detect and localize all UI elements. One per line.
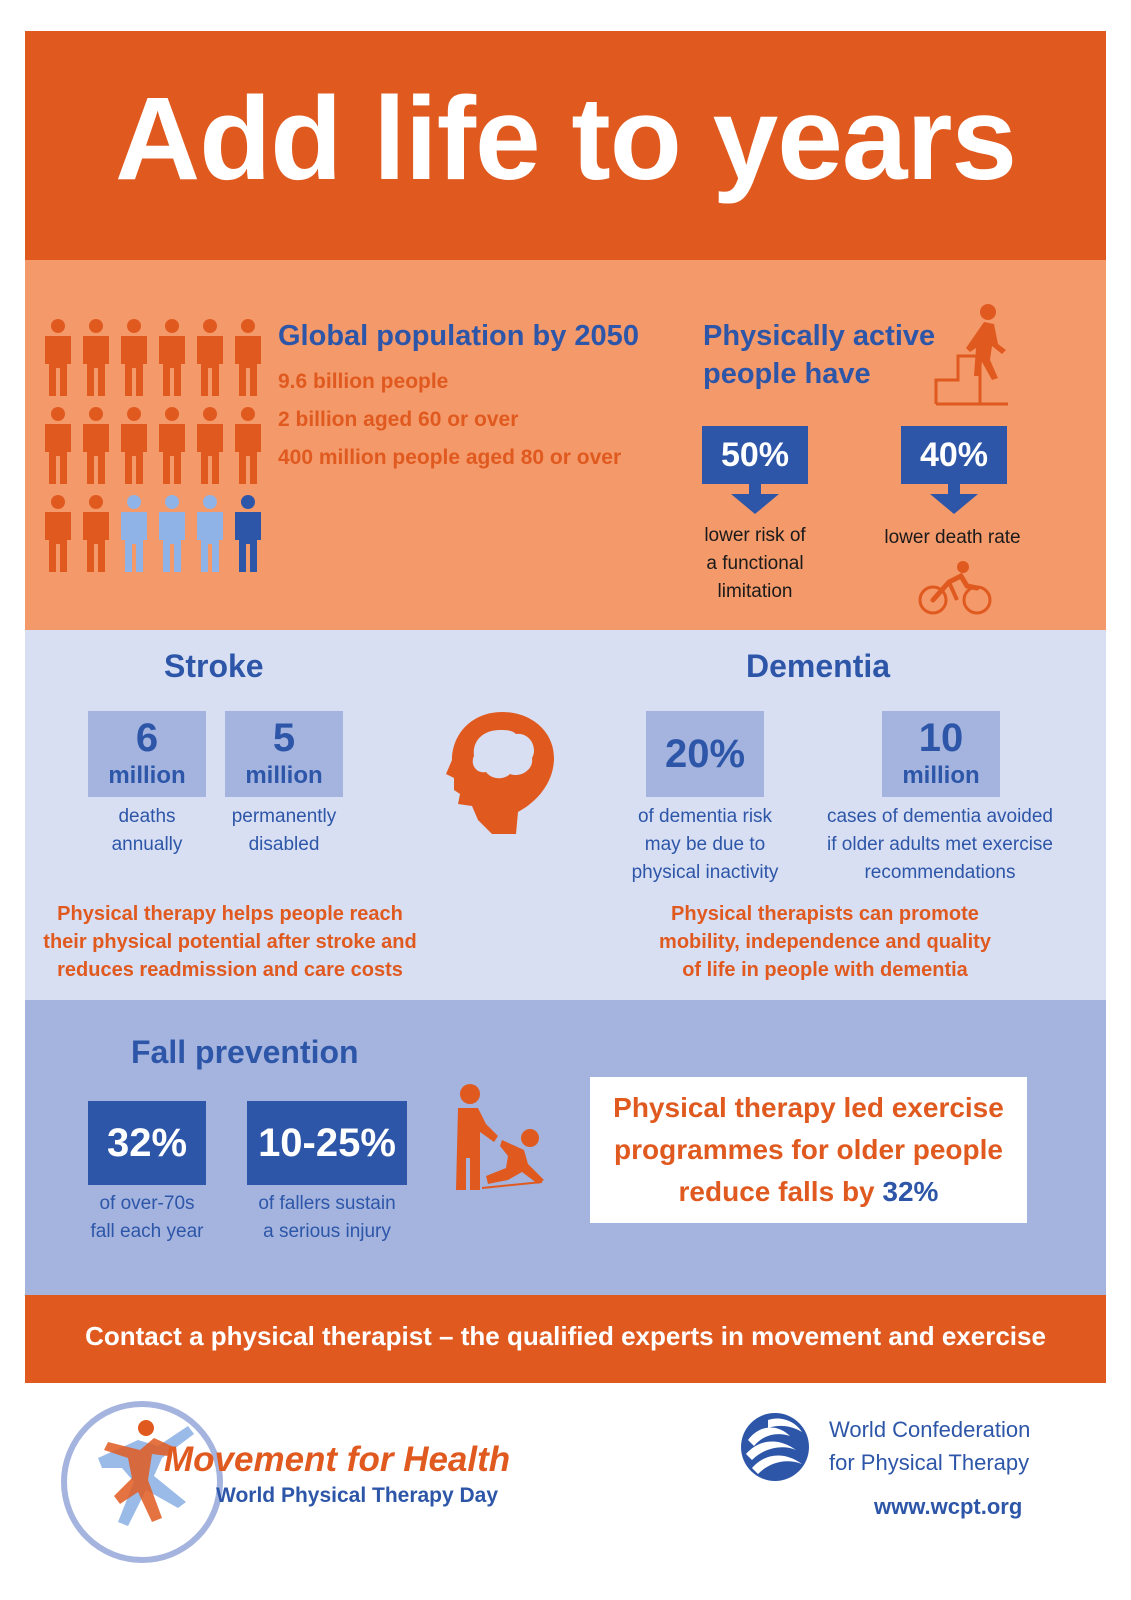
fall-callout-line-1: Physical therapy led exercise: [613, 1092, 1004, 1123]
population-line-1: 9.6 billion people: [278, 370, 449, 393]
active-heading-2: people have: [703, 358, 871, 390]
stroke-stat-5-million: 5 million: [225, 711, 343, 797]
stroke-stat-6-million: 6 million: [88, 711, 206, 797]
dementia-stat-10-number: 10: [918, 716, 964, 760]
fall-stat-32-caption: of over-70s fall each year: [90, 1193, 204, 1242]
header-banner: Add life to years: [25, 31, 1106, 260]
dementia-note: Physical therapists can promote mobility…: [659, 903, 991, 981]
mfh-title: Movement for Health: [164, 1440, 511, 1479]
person-icon: [83, 407, 109, 484]
arrow-down-icon: [727, 484, 783, 516]
stroke-heading: Stroke: [164, 648, 264, 684]
population-line-2: 2 billion aged 60 or over: [278, 408, 519, 431]
cyclist-icon: [917, 560, 993, 616]
person-icon: [197, 319, 223, 396]
person-icon: [83, 319, 109, 396]
people-icon-grid: [40, 318, 270, 578]
person-icon: [45, 407, 71, 484]
dementia-stat-20-value: 20%: [664, 732, 746, 776]
head-brain-icon: [442, 708, 560, 836]
movement-for-health-logo: [58, 1398, 238, 1566]
person-icon: [121, 319, 147, 396]
person-icon: [45, 319, 71, 396]
wcpt-url[interactable]: www.wcpt.org: [874, 1494, 1023, 1519]
stairs-climber-icon: [932, 300, 1012, 408]
fall-help-icon: [448, 1080, 548, 1192]
person-icon: [235, 319, 261, 396]
active-stat-50-caption: lower risk of a functional limitation: [704, 525, 806, 602]
contact-banner: Contact a physical therapist – the quali…: [25, 1295, 1106, 1383]
stroke-stat-5-number: 5: [272, 716, 296, 760]
person-icon: [197, 407, 223, 484]
person-icon: [159, 319, 185, 396]
person-icon: [235, 495, 261, 572]
active-stat-50: 50%: [702, 426, 808, 484]
person-icon: [159, 495, 185, 572]
dementia-stat-20: 20%: [646, 711, 764, 797]
mfh-subtitle: World Physical Therapy Day: [216, 1484, 499, 1507]
active-stat-40: 40%: [901, 426, 1007, 484]
person-icon: [197, 495, 223, 572]
wcpt-name-line-2: for Physical Therapy: [829, 1450, 1030, 1475]
stroke-note: Physical therapy helps people reach thei…: [43, 903, 417, 981]
person-icon: [159, 407, 185, 484]
active-stat-50-value: 50%: [720, 436, 790, 474]
fall-callout-box: Physical therapy led exercise programmes…: [590, 1077, 1027, 1223]
fall-stat-10-25-caption: of fallers sustain a serious injury: [258, 1193, 396, 1242]
stroke-stat-5-unit: million: [245, 762, 323, 789]
dementia-stat-10-caption: cases of dementia avoided if older adult…: [826, 806, 1054, 883]
stroke-stat-5-caption: permanently disabled: [231, 806, 337, 855]
person-icon: [235, 407, 261, 484]
active-heading-1: Physically active: [703, 320, 936, 352]
person-icon: [121, 495, 147, 572]
fall-heading: Fall prevention: [131, 1034, 359, 1070]
fall-stat-32: 32%: [88, 1101, 206, 1185]
page-title: Add life to years: [114, 73, 1017, 205]
dementia-stat-10-million: 10 million: [882, 711, 1000, 797]
fall-stat-32-value: 32%: [106, 1121, 188, 1165]
stroke-stat-6-caption: deaths annually: [111, 806, 183, 855]
stroke-stat-6-unit: million: [108, 762, 186, 789]
person-icon: [45, 495, 71, 572]
fall-stat-10-25-value: 10-25%: [258, 1121, 396, 1165]
people-grid-svg: [45, 319, 261, 572]
person-icon: [121, 407, 147, 484]
person-icon: [83, 495, 109, 572]
contact-banner-text: Contact a physical therapist – the quali…: [85, 1321, 1046, 1351]
stroke-stat-6-number: 6: [135, 716, 159, 760]
wcpt-logo-icon: [738, 1410, 812, 1484]
fall-callout-line-3: reduce falls by 32%: [678, 1176, 939, 1207]
active-stat-40-caption: lower death rate: [884, 527, 1021, 548]
stroke-dementia-section: [25, 630, 1106, 1000]
arrow-down-icon: [926, 484, 982, 516]
population-heading: Global population by 2050: [278, 320, 639, 352]
population-line-3: 400 million people aged 80 or over: [278, 446, 622, 469]
fall-stat-10-25: 10-25%: [247, 1101, 407, 1185]
wcpt-name-line-1: World Confederation: [829, 1417, 1031, 1442]
dementia-stat-10-unit: million: [902, 762, 980, 789]
dementia-heading: Dementia: [746, 648, 891, 684]
dementia-stat-20-caption: of dementia risk may be due to physical …: [631, 806, 779, 883]
fall-callout-line-2: programmes for older people: [614, 1134, 1003, 1165]
active-stat-40-value: 40%: [919, 436, 989, 474]
